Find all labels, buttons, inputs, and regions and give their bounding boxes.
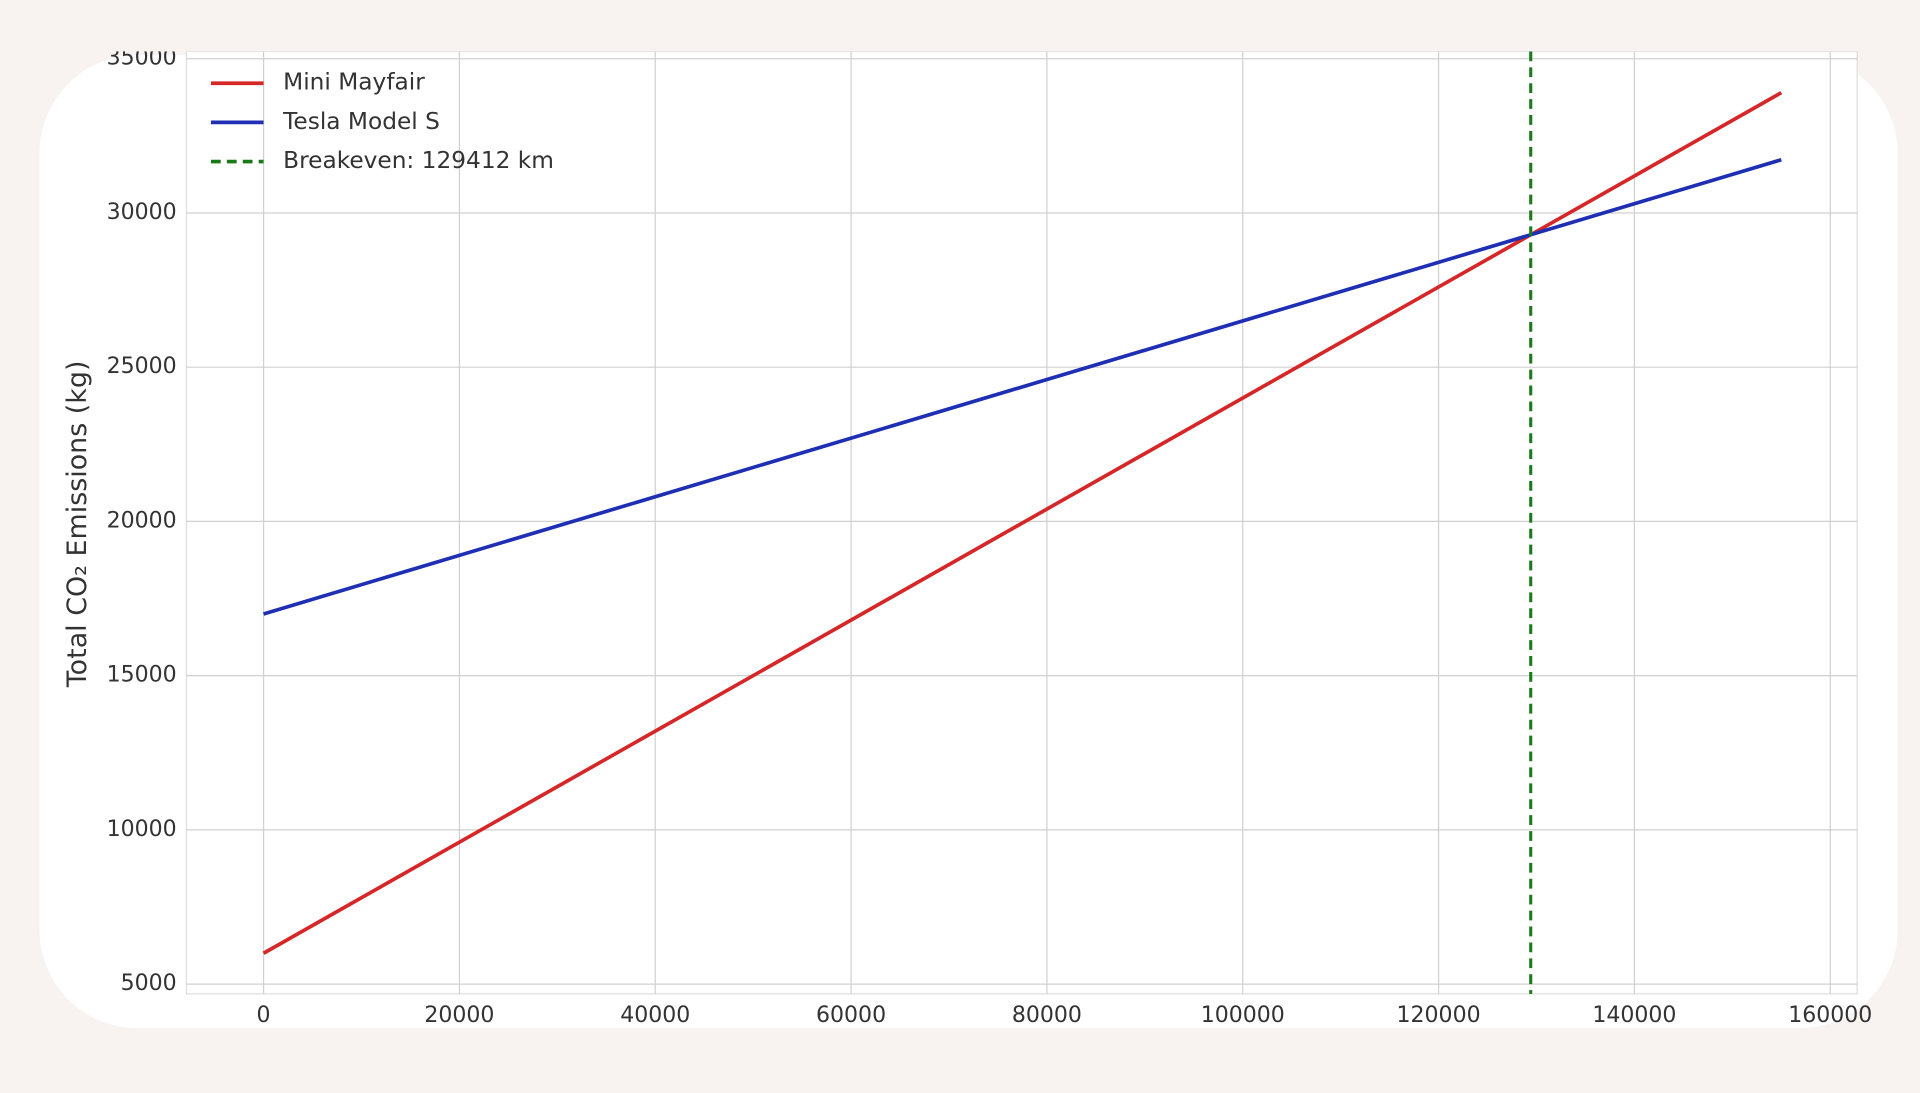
y-tick-label: 35000 <box>107 46 177 71</box>
x-tick-label: 20000 <box>424 1003 494 1028</box>
x-tick-label: 120000 <box>1397 1003 1481 1028</box>
plot: 5000 10000 15000 20000 25000 30000 35000 0 20000… <box>107 46 1872 1028</box>
y-tick-label: 10000 <box>107 817 177 842</box>
legend-label: Mini Mayfair <box>283 69 425 96</box>
y-tick-label: 25000 <box>107 354 177 379</box>
y-axis-label: Total CO₂ Emissions (kg) <box>62 361 93 689</box>
series-line <box>263 158 1782 616</box>
x-tick-label: 80000 <box>1012 1003 1082 1028</box>
x-tick-label: 100000 <box>1201 1003 1285 1028</box>
y-tick-label: 30000 <box>107 200 177 225</box>
y-tick-label: 20000 <box>107 508 177 533</box>
x-tick-label: 40000 <box>620 1003 690 1028</box>
x-tick-label: 60000 <box>816 1003 886 1028</box>
x-tick-label: 140000 <box>1592 1003 1676 1028</box>
legend-label: Tesla Model S <box>282 108 440 135</box>
x-tick-label: 160000 <box>1788 1003 1872 1028</box>
legend-label: Breakeven: 129412 km <box>283 147 554 174</box>
y-tick-label: 5000 <box>121 971 177 996</box>
y-tick-label: 15000 <box>107 663 177 688</box>
x-tick-label: 0 <box>257 1003 271 1028</box>
